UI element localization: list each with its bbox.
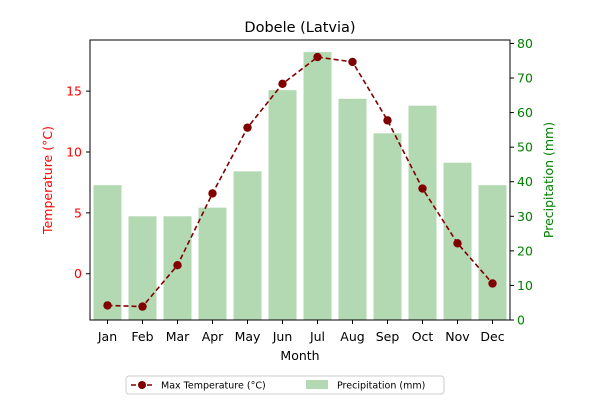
temperature-series bbox=[103, 52, 497, 311]
temperature-point-oct bbox=[418, 184, 427, 193]
x-tick-label-jun: Jun bbox=[272, 329, 293, 344]
left-axis-label: Temperature (°C) bbox=[40, 126, 55, 235]
x-axis-label: Month bbox=[280, 348, 319, 363]
right-axis-label: Precipitation (mm) bbox=[541, 122, 556, 238]
legend-bar-swatch bbox=[306, 380, 328, 389]
precipitation-bar-jun bbox=[268, 90, 297, 320]
right-tick-label-80: 80 bbox=[517, 36, 533, 51]
legend: Max Temperature (°C) Precipitation (mm) bbox=[125, 375, 445, 395]
right-tick-label-70: 70 bbox=[517, 71, 533, 86]
temperature-point-dec bbox=[488, 279, 497, 288]
temperature-point-sep bbox=[383, 116, 392, 125]
temperature-point-nov bbox=[453, 239, 462, 248]
temperature-point-may bbox=[243, 123, 252, 132]
precipitation-bar-apr bbox=[198, 207, 227, 320]
right-tick-label-60: 60 bbox=[517, 105, 533, 120]
right-tick-label-30: 30 bbox=[517, 209, 533, 224]
temperature-point-jan bbox=[103, 301, 112, 310]
x-tick-label-mar: Mar bbox=[166, 329, 190, 344]
x-axis-ticks: Jan Feb Mar Apr May Jun Jul Aug Sep Oct Nov Dec bbox=[97, 320, 505, 344]
legend-label-temperature: Max Temperature (°C) bbox=[161, 381, 266, 392]
right-tick-label-10: 10 bbox=[517, 278, 533, 293]
precipitation-bar-jan bbox=[93, 185, 122, 320]
x-tick-label-apr: Apr bbox=[202, 329, 224, 344]
precipitation-bar-oct bbox=[408, 105, 437, 320]
x-tick-label-jan: Jan bbox=[97, 329, 117, 344]
temperature-markers bbox=[103, 52, 497, 311]
chart-title: Dobele (Latvia) bbox=[244, 20, 355, 36]
right-tick-label-20: 20 bbox=[517, 243, 533, 258]
precipitation-bar-dec bbox=[478, 185, 507, 320]
legend-frame bbox=[125, 375, 445, 395]
x-tick-label-aug: Aug bbox=[340, 329, 364, 344]
precipitation-bar-aug bbox=[338, 98, 367, 320]
plot-frame bbox=[89, 39, 511, 321]
precipitation-bar-may bbox=[233, 171, 262, 320]
x-tick-label-jul: Jul bbox=[309, 329, 325, 344]
temperature-point-feb bbox=[138, 302, 147, 311]
temperature-point-aug bbox=[348, 57, 357, 67]
temperature-point-jun bbox=[278, 79, 287, 89]
right-tick-label-50: 50 bbox=[517, 140, 533, 155]
right-tick-label-0: 0 bbox=[517, 313, 525, 328]
precipitation-bars bbox=[93, 52, 507, 321]
x-tick-label-nov: Nov bbox=[445, 329, 470, 344]
x-tick-label-sep: Sep bbox=[376, 329, 400, 344]
right-tick-label-40: 40 bbox=[517, 174, 533, 189]
x-tick-label-feb: Feb bbox=[131, 329, 153, 344]
precipitation-bar-sep bbox=[373, 133, 402, 320]
left-tick-label-5: 5 bbox=[74, 205, 82, 220]
x-tick-label-may: May bbox=[235, 329, 261, 344]
left-tick-label-10: 10 bbox=[66, 145, 82, 160]
legend-marker-swatch bbox=[138, 381, 146, 389]
temperature-line bbox=[107, 56, 494, 308]
left-axis-ticks: 0 5 10 15 bbox=[66, 84, 90, 281]
temperature-point-mar bbox=[173, 261, 182, 270]
right-axis-ticks: 0 10 20 30 40 50 60 70 80 bbox=[510, 36, 533, 328]
precipitation-bar-jul bbox=[303, 52, 332, 321]
left-tick-label-15: 15 bbox=[66, 84, 82, 99]
temperature-point-apr bbox=[208, 189, 217, 198]
x-tick-label-oct: Oct bbox=[412, 329, 434, 344]
legend-label-precipitation: Precipitation (mm) bbox=[337, 381, 425, 392]
left-tick-label-0: 0 bbox=[74, 266, 82, 281]
temperature-point-jul bbox=[313, 52, 322, 62]
x-tick-label-dec: Dec bbox=[480, 329, 504, 344]
